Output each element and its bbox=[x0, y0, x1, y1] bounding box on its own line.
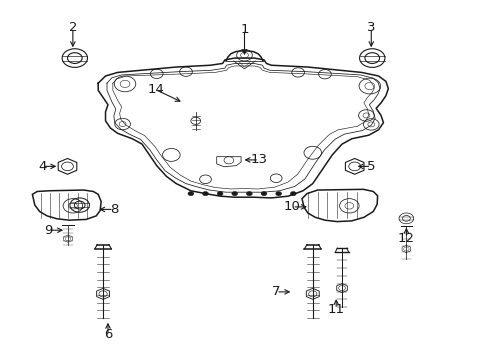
Circle shape bbox=[246, 192, 252, 196]
Circle shape bbox=[275, 192, 281, 196]
Text: 10: 10 bbox=[283, 201, 300, 213]
Circle shape bbox=[290, 192, 296, 196]
Text: 4: 4 bbox=[38, 160, 46, 173]
Text: 5: 5 bbox=[366, 160, 375, 173]
Text: 8: 8 bbox=[109, 203, 118, 216]
Circle shape bbox=[217, 192, 223, 196]
Circle shape bbox=[187, 192, 193, 196]
Text: 14: 14 bbox=[147, 83, 164, 96]
Text: 2: 2 bbox=[68, 21, 77, 34]
Text: 3: 3 bbox=[366, 21, 375, 34]
Text: 13: 13 bbox=[250, 153, 267, 166]
Text: 11: 11 bbox=[327, 303, 344, 316]
Text: 9: 9 bbox=[44, 224, 53, 237]
Circle shape bbox=[231, 192, 237, 196]
Circle shape bbox=[202, 192, 208, 196]
Circle shape bbox=[261, 192, 266, 196]
Text: 12: 12 bbox=[397, 231, 414, 244]
Text: 1: 1 bbox=[240, 23, 248, 36]
Text: 7: 7 bbox=[271, 285, 280, 298]
Text: 6: 6 bbox=[103, 328, 112, 341]
